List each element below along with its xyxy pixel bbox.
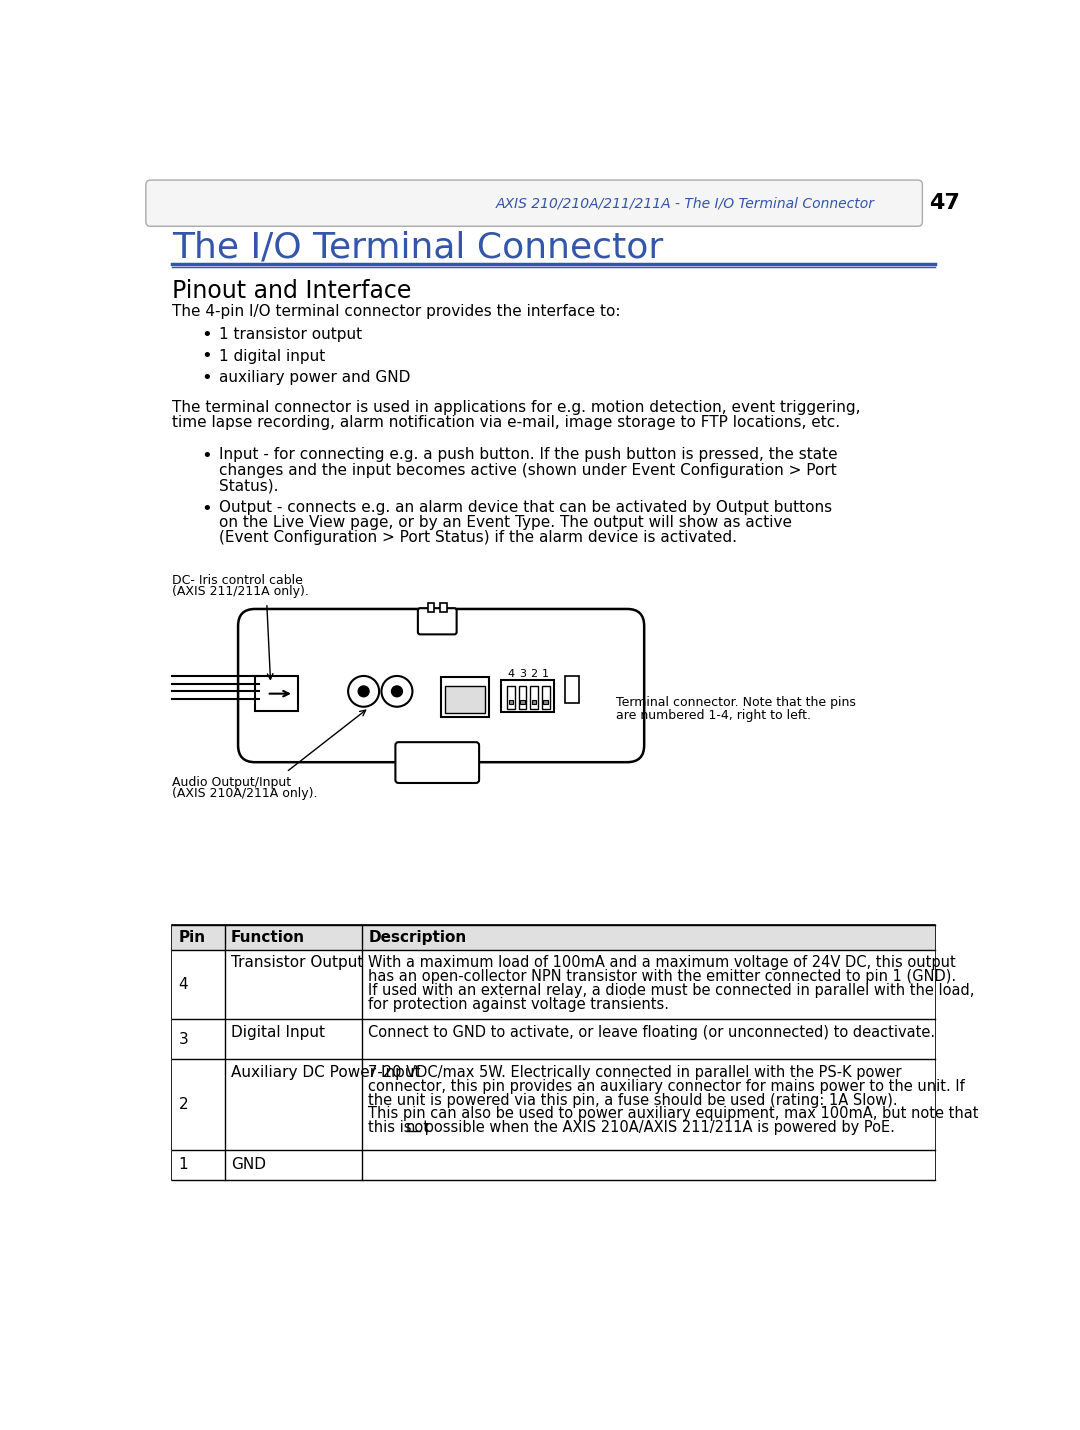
Text: on the Live View page, or by an Event Type. The output will show as active: on the Live View page, or by an Event Ty… xyxy=(218,515,792,531)
Text: •: • xyxy=(201,347,212,366)
Text: (Event Configuration > Port Status) if the alarm device is activated.: (Event Configuration > Port Status) if t… xyxy=(218,531,737,545)
Text: 2: 2 xyxy=(178,1097,188,1113)
Bar xyxy=(509,699,513,705)
Text: If used with an external relay, a diode must be connected in parallel with the l: If used with an external relay, a diode … xyxy=(368,984,974,998)
Text: DC- Iris control cable: DC- Iris control cable xyxy=(172,575,303,588)
Bar xyxy=(172,950,935,1020)
Text: Connect to GND to activate, or leave floating (or unconnected) to deactivate.: Connect to GND to activate, or leave flo… xyxy=(368,1025,935,1040)
Text: Pinout and Interface: Pinout and Interface xyxy=(172,279,411,303)
Text: The 4-pin I/O terminal connector provides the interface to:: The 4-pin I/O terminal connector provide… xyxy=(172,305,621,319)
Bar xyxy=(531,699,537,705)
Text: 1: 1 xyxy=(178,1157,188,1173)
Text: 3: 3 xyxy=(178,1032,188,1047)
Text: Terminal connector. Note that the pins: Terminal connector. Note that the pins xyxy=(616,696,855,709)
Text: Audio Output/Input: Audio Output/Input xyxy=(172,776,292,789)
Bar xyxy=(521,699,525,705)
Text: connector, this pin provides an auxiliary connector for mains power to the unit.: connector, this pin provides an auxiliar… xyxy=(368,1078,966,1094)
Text: for protection against voltage transients.: for protection against voltage transient… xyxy=(368,997,670,1012)
Text: Input - for connecting e.g. a push button. If the push button is pressed, the st: Input - for connecting e.g. a push butto… xyxy=(218,448,837,462)
Text: Description: Description xyxy=(368,930,467,945)
Text: not: not xyxy=(406,1120,430,1135)
Text: Auxiliary DC Power Input: Auxiliary DC Power Input xyxy=(231,1065,420,1080)
Text: Pin: Pin xyxy=(178,930,205,945)
Bar xyxy=(507,686,515,709)
Text: are numbered 1-4, right to left.: are numbered 1-4, right to left. xyxy=(616,709,810,722)
Text: •: • xyxy=(201,499,212,518)
Bar xyxy=(543,699,548,705)
Text: •: • xyxy=(201,326,212,343)
Text: 4: 4 xyxy=(178,977,188,992)
Text: has an open-collector NPN transistor with the emitter connected to pin 1 (GND).: has an open-collector NPN transistor wit… xyxy=(368,970,957,984)
Text: Transistor Output: Transistor Output xyxy=(231,955,364,971)
Text: •: • xyxy=(201,369,212,388)
Text: Output - connects e.g. an alarm device that can be activated by Output buttons: Output - connects e.g. an alarm device t… xyxy=(218,499,832,515)
Bar xyxy=(172,925,935,1180)
Text: The terminal connector is used in applications for e.g. motion detection, event : The terminal connector is used in applic… xyxy=(172,400,861,415)
Text: 3: 3 xyxy=(519,669,526,679)
Bar xyxy=(441,676,489,716)
Bar xyxy=(445,686,485,714)
Text: this is: this is xyxy=(368,1120,417,1135)
Text: changes and the input becomes active (shown under Event Configuration > Port: changes and the input becomes active (sh… xyxy=(218,463,836,478)
Text: (AXIS 211/211A only).: (AXIS 211/211A only). xyxy=(172,585,309,598)
Text: GND: GND xyxy=(231,1157,266,1173)
FancyBboxPatch shape xyxy=(146,180,922,226)
Text: auxiliary power and GND: auxiliary power and GND xyxy=(218,370,410,386)
FancyBboxPatch shape xyxy=(238,609,644,762)
Bar xyxy=(565,676,579,704)
Bar xyxy=(428,603,434,612)
Text: Digital Input: Digital Input xyxy=(231,1025,325,1040)
FancyBboxPatch shape xyxy=(395,742,480,784)
Text: •: • xyxy=(201,448,212,465)
Text: time lapse recording, alarm notification via e-mail, image storage to FTP locati: time lapse recording, alarm notification… xyxy=(172,415,840,430)
Bar xyxy=(172,1020,935,1060)
Text: Status).: Status). xyxy=(218,478,279,493)
Text: Function: Function xyxy=(231,930,306,945)
Bar xyxy=(542,686,550,709)
Bar xyxy=(530,686,538,709)
Bar xyxy=(172,1150,935,1180)
Text: possible when the AXIS 210A/AXIS 211/211A is powered by PoE.: possible when the AXIS 210A/AXIS 211/211… xyxy=(420,1120,894,1135)
Text: 1: 1 xyxy=(542,669,550,679)
Text: 2: 2 xyxy=(530,669,538,679)
Text: 1 digital input: 1 digital input xyxy=(218,349,325,363)
Text: 7-20 VDC/max 5W. Electrically connected in parallel with the PS-K power: 7-20 VDC/max 5W. Electrically connected … xyxy=(368,1065,902,1080)
Bar xyxy=(172,925,935,950)
Bar xyxy=(518,686,526,709)
Text: AXIS 210/210A/211/211A - The I/O Terminal Connector: AXIS 210/210A/211/211A - The I/O Termina… xyxy=(496,196,875,210)
Text: the unit is powered via this pin, a fuse should be used (rating: 1A Slow).: the unit is powered via this pin, a fuse… xyxy=(368,1093,897,1107)
Bar xyxy=(501,679,554,712)
Text: (AXIS 210A/211A only).: (AXIS 210A/211A only). xyxy=(172,787,318,799)
Circle shape xyxy=(359,686,369,696)
Text: 47: 47 xyxy=(930,193,960,213)
Bar xyxy=(172,1060,935,1150)
Bar xyxy=(441,603,446,612)
FancyBboxPatch shape xyxy=(418,608,457,635)
Text: 4: 4 xyxy=(508,669,514,679)
Text: 1 transistor output: 1 transistor output xyxy=(218,327,362,342)
Text: This pin can also be used to power auxiliary equipment, max 100mA, but note that: This pin can also be used to power auxil… xyxy=(368,1107,978,1121)
Circle shape xyxy=(392,686,403,696)
Text: The I/O Terminal Connector: The I/O Terminal Connector xyxy=(172,230,663,265)
Text: With a maximum load of 100mA and a maximum voltage of 24V DC, this output: With a maximum load of 100mA and a maxim… xyxy=(368,955,956,971)
Bar xyxy=(255,676,298,711)
